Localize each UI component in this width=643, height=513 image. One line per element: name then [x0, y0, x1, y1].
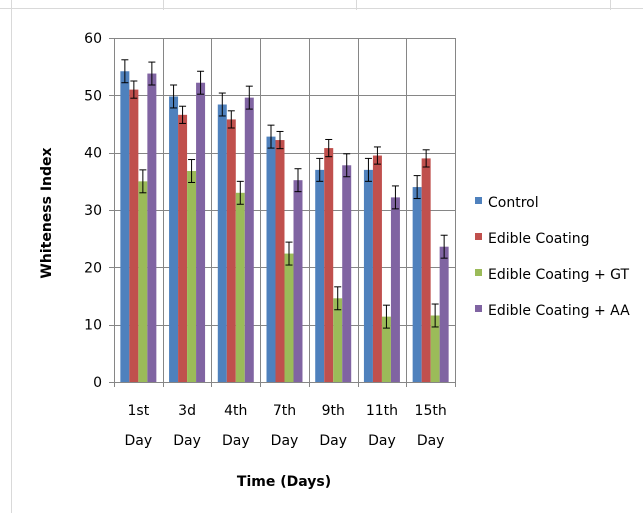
- bar-series: [120, 71, 449, 383]
- bar-edible-coating-0: [129, 89, 139, 382]
- legend: Control Edible Coating Edible Coating + GT…: [475, 195, 630, 319]
- x-tick-label: Day: [173, 433, 201, 449]
- y-tick-labels: 0 10 20 30 40 50 60: [84, 31, 102, 391]
- y-tick-label: 0: [93, 375, 102, 391]
- x-tick-label: 7th: [273, 403, 296, 419]
- bar-edible-coating-gt-3: [284, 253, 294, 382]
- legend-label: Edible Coating + AA: [488, 303, 630, 319]
- y-tick-label: 10: [84, 318, 102, 334]
- x-tick-label: Day: [368, 433, 396, 449]
- bar-edible-coating-gt-1: [187, 171, 197, 382]
- x-tick-label: 4th: [224, 403, 247, 419]
- axes: [109, 38, 456, 387]
- bar-edible-coating-3: [275, 140, 285, 382]
- legend-swatch: [475, 233, 482, 240]
- bar-edible-coating-aa-1: [196, 82, 206, 382]
- bar-edible-coating-aa-2: [244, 97, 254, 383]
- bar-edible-coating-5: [372, 155, 382, 382]
- y-tick-label: 50: [84, 88, 102, 104]
- bar-edible-coating-2: [226, 119, 236, 382]
- bar-edible-coating-aa-6: [439, 246, 449, 382]
- legend-label: Edible Coating: [488, 231, 590, 247]
- bar-edible-coating-gt-6: [430, 315, 440, 382]
- bar-edible-coating-gt-0: [138, 181, 148, 382]
- x-tick-label: 15th: [415, 403, 447, 419]
- bar-edible-coating-aa-3: [293, 180, 303, 382]
- legend-swatch: [475, 197, 482, 204]
- x-axis-title: Time (Days): [237, 474, 331, 490]
- bar-control-3: [266, 136, 276, 382]
- x-tick-label: Day: [417, 433, 445, 449]
- bar-control-6: [412, 187, 422, 382]
- bar-control-5: [363, 169, 373, 382]
- bar-control-4: [315, 169, 325, 382]
- bar-control-2: [217, 104, 227, 383]
- bar-control-1: [169, 96, 179, 382]
- bar-edible-coating-gt-4: [333, 298, 343, 382]
- bar-edible-coating-4: [324, 148, 334, 382]
- x-tick-label: Day: [319, 433, 347, 449]
- y-tick-label: 60: [84, 31, 102, 47]
- y-axis-title: Whiteness Index: [39, 147, 55, 278]
- y-tick-label: 40: [84, 146, 102, 162]
- bar-control-0: [120, 71, 130, 383]
- legend-label: Edible Coating + GT: [488, 267, 630, 283]
- x-tick-label: Day: [125, 433, 153, 449]
- bar-edible-coating-aa-0: [147, 73, 157, 383]
- bar-edible-coating-aa-4: [342, 165, 352, 382]
- y-tick-label: 30: [84, 203, 102, 219]
- legend-swatch: [475, 269, 482, 276]
- bar-edible-coating-gt-5: [381, 316, 391, 382]
- legend-swatch: [475, 305, 482, 312]
- legend-label: Control: [488, 195, 539, 211]
- bar-edible-coating-1: [178, 114, 188, 383]
- x-tick-label: Day: [271, 433, 299, 449]
- x-tick-label: 3d: [178, 403, 196, 419]
- x-tick-label: 11th: [366, 403, 398, 419]
- x-tick-label: 9th: [322, 403, 345, 419]
- x-tick-label: Day: [222, 433, 250, 449]
- x-tick-labels: 1st Day 3d Day 4th Day 7th Day 9th Day 11th Day 15th…: [125, 403, 447, 449]
- bar-edible-coating-gt-2: [235, 192, 245, 382]
- bar-edible-coating-aa-5: [390, 197, 400, 382]
- bar-edible-coating-6: [421, 158, 431, 382]
- y-tick-label: 20: [84, 260, 102, 276]
- x-tick-label: 1st: [128, 403, 150, 419]
- error-bars: [121, 59, 448, 329]
